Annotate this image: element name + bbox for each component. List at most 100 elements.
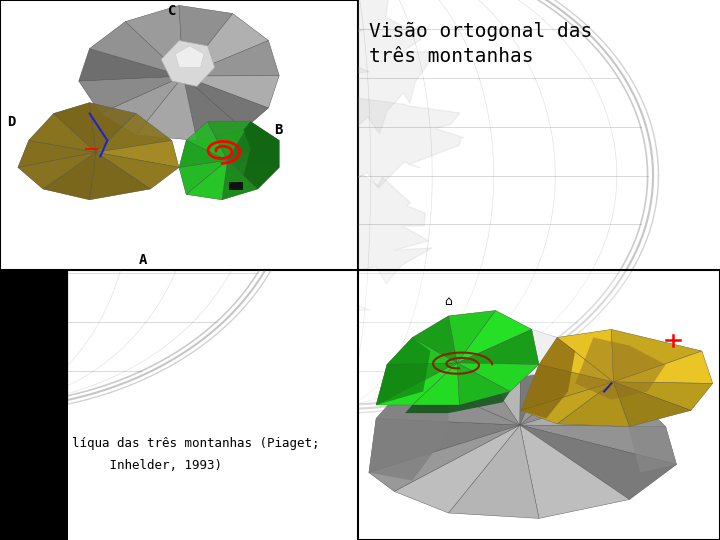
Bar — [229, 183, 242, 189]
Text: C: C — [168, 4, 176, 18]
Polygon shape — [485, 329, 568, 378]
Polygon shape — [11, 118, 258, 181]
Polygon shape — [557, 329, 613, 382]
Polygon shape — [251, 168, 432, 284]
Polygon shape — [18, 140, 96, 167]
Polygon shape — [144, 178, 330, 313]
Text: ⌂: ⌂ — [444, 295, 452, 308]
Polygon shape — [186, 160, 228, 200]
Polygon shape — [520, 329, 557, 425]
Polygon shape — [611, 329, 702, 382]
Polygon shape — [183, 76, 279, 108]
Polygon shape — [161, 40, 215, 86]
Bar — [0, 270, 68, 540]
Polygon shape — [161, 77, 464, 189]
Polygon shape — [228, 122, 279, 160]
Text: B: B — [274, 123, 283, 137]
Polygon shape — [89, 0, 369, 110]
Polygon shape — [520, 425, 677, 464]
Polygon shape — [521, 329, 713, 427]
Polygon shape — [521, 364, 613, 410]
Polygon shape — [0, 0, 73, 133]
Polygon shape — [449, 425, 539, 518]
Polygon shape — [125, 5, 183, 76]
Polygon shape — [520, 392, 666, 427]
Polygon shape — [376, 338, 431, 405]
Polygon shape — [369, 425, 520, 491]
Polygon shape — [0, 77, 104, 189]
Polygon shape — [413, 316, 457, 363]
Polygon shape — [394, 425, 520, 513]
Polygon shape — [457, 329, 539, 364]
Polygon shape — [449, 310, 495, 363]
Polygon shape — [521, 338, 575, 418]
Polygon shape — [176, 46, 204, 68]
Text: líqua das três montanhas (Piaget;: líqua das três montanhas (Piaget; — [71, 437, 319, 450]
Polygon shape — [183, 40, 279, 76]
Polygon shape — [376, 378, 520, 425]
Polygon shape — [43, 152, 96, 200]
Polygon shape — [161, 77, 464, 189]
Polygon shape — [369, 329, 677, 518]
Text: D: D — [7, 114, 16, 129]
Polygon shape — [369, 418, 520, 472]
Polygon shape — [86, 284, 370, 341]
Polygon shape — [18, 103, 179, 200]
Polygon shape — [183, 76, 243, 140]
Polygon shape — [613, 382, 691, 427]
Polygon shape — [96, 140, 179, 167]
Polygon shape — [89, 152, 150, 200]
Polygon shape — [376, 363, 457, 405]
Polygon shape — [78, 49, 183, 81]
Polygon shape — [457, 310, 532, 363]
Text: Visão ortogonal das
três montanhas: Visão ortogonal das três montanhas — [369, 22, 592, 65]
Polygon shape — [376, 363, 457, 405]
Polygon shape — [557, 382, 629, 427]
Polygon shape — [228, 160, 279, 189]
Polygon shape — [376, 310, 539, 405]
Polygon shape — [413, 346, 520, 425]
Polygon shape — [413, 363, 459, 405]
Polygon shape — [296, 0, 432, 133]
Polygon shape — [296, 0, 432, 133]
Polygon shape — [179, 5, 233, 76]
Polygon shape — [0, 168, 73, 284]
Polygon shape — [405, 392, 510, 413]
Polygon shape — [78, 76, 183, 113]
Polygon shape — [457, 363, 539, 391]
Polygon shape — [89, 103, 136, 152]
Polygon shape — [207, 122, 251, 160]
Polygon shape — [613, 382, 713, 410]
Polygon shape — [96, 152, 179, 189]
Polygon shape — [457, 363, 510, 405]
Polygon shape — [539, 338, 613, 382]
Polygon shape — [183, 14, 269, 76]
Polygon shape — [369, 378, 449, 481]
Polygon shape — [495, 335, 532, 356]
Polygon shape — [520, 425, 629, 518]
Polygon shape — [613, 351, 713, 383]
Polygon shape — [228, 140, 279, 167]
Polygon shape — [520, 364, 629, 425]
Polygon shape — [0, 153, 330, 308]
Polygon shape — [96, 113, 172, 152]
Polygon shape — [520, 425, 677, 500]
Polygon shape — [251, 168, 432, 284]
Polygon shape — [89, 0, 369, 110]
Polygon shape — [179, 140, 228, 167]
Polygon shape — [136, 76, 197, 140]
Polygon shape — [520, 338, 593, 425]
Polygon shape — [183, 76, 269, 130]
Polygon shape — [521, 382, 613, 424]
Polygon shape — [593, 364, 677, 472]
Polygon shape — [186, 122, 228, 160]
Polygon shape — [86, 284, 370, 341]
Polygon shape — [54, 103, 96, 152]
Polygon shape — [467, 329, 521, 425]
Polygon shape — [144, 178, 330, 313]
Polygon shape — [100, 76, 183, 135]
Polygon shape — [222, 160, 258, 200]
Polygon shape — [243, 122, 279, 189]
Polygon shape — [78, 5, 279, 140]
Polygon shape — [0, 153, 330, 308]
